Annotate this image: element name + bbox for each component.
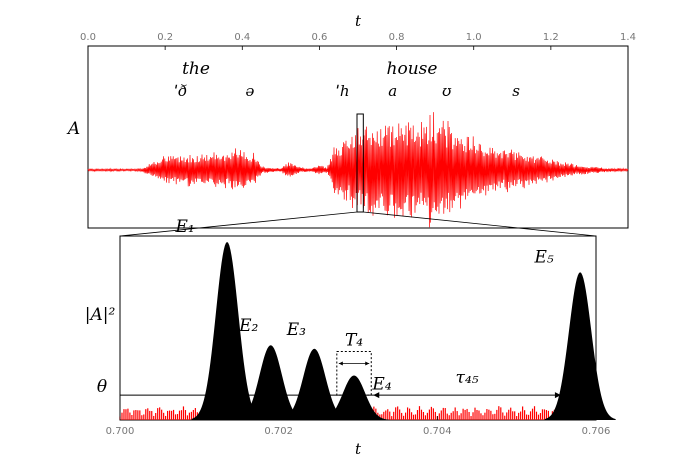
bottom-axis-label: t [355,440,362,458]
top-tick-label: 0.8 [389,32,405,43]
zoom-window-box [356,113,364,213]
bottom-tick-label: 0.704 [423,426,452,437]
phoneme-label: s [512,82,520,100]
waveform-trace [87,112,629,228]
zoom-connector-right [363,211,597,237]
bottom-tick-label: 0.700 [106,426,135,437]
peak-label: E₄ [371,375,391,395]
word-label: house [387,59,438,79]
phoneme-labels: ˈð ə ˈh a ʊ s [174,82,520,100]
top-axis-ticks: 0.0 0.2 0.4 0.6 0.8 1.0 1.2 1.4 [80,32,636,50]
peak-labels: E₁ E₂ E₃ E₄ E₅ [174,217,553,395]
top-tick-label: 0.2 [157,32,173,43]
energy-peak [235,345,307,420]
phoneme-label: ˈð [174,82,187,100]
top-tick-label: 0.0 [80,32,96,43]
top-axis-label: t [355,12,362,30]
waveform-y-label: A [66,119,80,139]
phoneme-label: ʊ [442,82,452,100]
peak-width-box [336,351,372,396]
energy-peak [191,242,263,420]
threshold-label: θ [97,377,107,397]
top-tick-label: 1.0 [466,32,482,43]
bottom-tick-label: 0.706 [582,426,611,437]
annotations: T₄ τ₄₅ [336,331,561,399]
phoneme-label: a [388,82,397,100]
energy-peak [278,348,350,420]
energy-peak [318,375,390,420]
energy-trace [119,242,616,420]
bottom-axis-ticks: 0.700 0.702 0.704 0.706 [106,416,611,437]
peak-width-label: T₄ [345,331,363,351]
phoneme-label: ə [246,82,255,100]
top-tick-label: 1.2 [543,32,559,43]
top-tick-label: 1.4 [620,32,636,43]
top-tick-label: 0.4 [234,32,250,43]
phoneme-label: ˈh [336,82,350,100]
peak-label: E₁ [174,217,194,237]
energy-y-label: |A|² [85,305,116,325]
waveform-panel-frame [87,45,629,229]
peak-label: E₅ [534,247,554,267]
peak-label: E₃ [286,320,306,340]
interval-label: τ₄₅ [456,368,479,388]
word-labels: the house [182,59,437,79]
energy-peak [544,272,616,420]
bottom-tick-label: 0.702 [264,426,293,437]
zoom-connector-left [119,211,358,237]
top-tick-label: 0.6 [311,32,327,43]
peak-label: E₂ [238,316,258,336]
waveform-line [87,112,629,228]
word-label: the [182,59,210,79]
